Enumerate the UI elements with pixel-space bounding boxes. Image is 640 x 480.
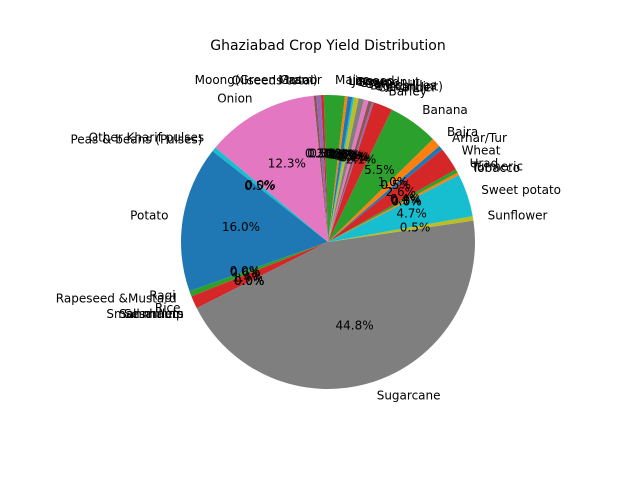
pie-slices — [180, 95, 476, 389]
slice-pct-linseed: 0.3% — [324, 147, 355, 161]
slice-pct-wheat: 2.6% — [386, 185, 417, 199]
pie-slice-sugarcane — [196, 220, 476, 389]
pie-slice-jowar — [328, 96, 353, 242]
slice-pct-sannhamp: 0.0% — [234, 274, 265, 288]
pie-slice-peas-beans-pulses — [212, 147, 328, 242]
pie-slice-garlic — [328, 98, 365, 242]
slice-pct-rice: 1.4% — [232, 271, 263, 285]
pie-slice-banana — [328, 109, 434, 243]
pie-slice-wheat — [328, 149, 456, 242]
slice-pct-sugarcane: 44.8% — [336, 319, 374, 333]
pie-slice-urad — [328, 169, 458, 242]
slice-pct-oilseeds-total: 0.3% — [305, 147, 336, 161]
slice-pct-cotton-lint: 0.4% — [338, 150, 369, 164]
pie-slice-onion — [215, 95, 328, 243]
slice-label-coriander: Coriander — [377, 81, 436, 95]
slice-pct-maize: 2.3% — [317, 146, 348, 160]
slice-label-garlic: Garlic — [365, 77, 400, 91]
slice-label-potato: Potato — [130, 208, 168, 222]
slice-label-cotton-lint: Cotton(lint) — [375, 80, 443, 94]
slice-pct-tobacco: 0.0% — [391, 194, 422, 208]
slice-pct-sweet-potato: 4.7% — [396, 206, 427, 220]
slice-pct-garlic: 0.6% — [333, 149, 364, 163]
slice-pct-other-kharif-pulses: 0.0% — [245, 178, 276, 192]
slice-label-banana: Banana — [422, 103, 468, 117]
slice-label-ragi: Ragi — [149, 289, 175, 303]
slice-label-jowar: Jowar — [351, 75, 385, 89]
slice-pct-arhar-tur: 0.5% — [380, 178, 411, 192]
slice-label-sugarcane: Sugarcane — [377, 389, 441, 403]
pie-slice-turmeric — [328, 172, 459, 242]
slice-label-peas-beans-pulses: Peas & beans (Pulses) — [70, 133, 202, 147]
pie-slice-coriander — [328, 101, 374, 243]
pie-slice-barley — [328, 102, 392, 242]
slice-pct-sunflower: 0.5% — [400, 220, 431, 234]
slice-pct-masoor: 0.3% — [309, 146, 340, 160]
slice-pct-sesamum: 0.0% — [234, 274, 265, 288]
slice-label-other-kharif-pulses: Other Kharif pulses — [89, 131, 204, 145]
slice-pct-rapeseed-mustard: 0.6% — [230, 266, 261, 280]
slice-pct-small-millets: 0.0% — [234, 274, 265, 288]
pie-slice-rapeseed-mustard — [189, 242, 328, 297]
slice-label-masoor: Masoor — [278, 73, 322, 87]
slice-label-rapeseed-mustard: Rapeseed &Mustard — [56, 291, 177, 305]
pie-labels: Other Kharif pulses 0.0% Peas & beans (Pul… — [56, 73, 561, 403]
slice-pct-moong-green-gram: 0.5% — [307, 146, 338, 160]
slice-pct-urad: 0.4% — [390, 192, 421, 206]
slice-pct-onion: 12.3% — [268, 156, 306, 170]
slice-label-gram: Gram — [359, 76, 392, 90]
slice-pct-potato: 16.0% — [222, 220, 260, 234]
slice-label-onion: Onion — [217, 91, 252, 105]
slice-pct-turmeric: 0.3% — [391, 194, 422, 208]
slice-label-sannhamp: Sannhamp — [119, 307, 183, 321]
slice-label-bajra: Bajra — [447, 125, 478, 139]
pie-slice-sweet-potato — [328, 175, 473, 242]
slice-label-small-millets: Small millets — [106, 307, 183, 321]
pie-slice-gram — [328, 97, 359, 242]
slice-pct-banana: 5.5% — [364, 163, 395, 177]
slice-label-tobacco: Tobacco — [471, 161, 520, 175]
slice-label-groundnut: Groundnut — [356, 75, 420, 89]
slice-label-turmeric: Turmeric — [470, 159, 523, 173]
slice-pct-dry-chillies: 0.5% — [336, 149, 367, 163]
pie-slice-dry-chillies — [328, 99, 369, 243]
slice-pct-barley: 2.1% — [346, 153, 377, 167]
pie-slice-moong-green-gram — [316, 95, 328, 242]
pie-slice-oilseeds-total — [313, 95, 328, 242]
pie-slice-potato — [180, 151, 328, 292]
pie-slice-groundnut — [328, 97, 355, 243]
slice-label-maize: Maize — [335, 73, 370, 87]
pie-slice-masoor — [320, 95, 328, 242]
slice-label-wheat: Wheat — [462, 143, 501, 157]
slice-pct-ragi: 0.0% — [230, 264, 261, 278]
slice-pct-gram: 0.5% — [330, 148, 361, 162]
pie-slice-rice — [191, 242, 328, 309]
slice-label-sesamum: Sesamum — [124, 307, 184, 321]
slice-label-barley: Barley — [388, 85, 426, 99]
pie-slice-linseed — [328, 95, 348, 242]
pie-slice-cotton-lint — [328, 100, 373, 242]
pie-slice-sunflower — [328, 216, 474, 242]
slice-label-urad: Urad — [470, 156, 499, 170]
slice-label-rice: Rice — [155, 301, 181, 315]
slice-label-moong-green-gram: Moong(Green Gram) — [195, 73, 318, 87]
pie-slice-maize — [323, 95, 345, 243]
slice-pct-peas-beans-pulses: 0.5% — [244, 179, 275, 193]
pie-slice-bajra — [328, 139, 440, 242]
chart-title: Ghaziabad Crop Yield Distribution — [210, 38, 446, 54]
slice-label-linseed: Linseed — [348, 74, 394, 88]
slice-pct-groundnut: 0.2% — [328, 148, 359, 162]
pie-slice-arhar-tur — [328, 145, 443, 242]
slice-label-sunflower: Sunflower — [488, 209, 548, 223]
slice-label-arhar-tur: Arhar/Tur — [452, 131, 507, 145]
slice-pct-jowar: 0.5% — [326, 147, 357, 161]
slice-label-sweet-potato: Sweet potato — [481, 183, 561, 197]
slice-pct-coriander: 0.2% — [340, 151, 371, 165]
slice-pct-bajra: 1.0% — [378, 175, 409, 189]
slice-label-oilseeds-total: Oilseeds total — [231, 73, 313, 87]
slice-label-dry-chillies: Dry chillies — [370, 78, 436, 92]
